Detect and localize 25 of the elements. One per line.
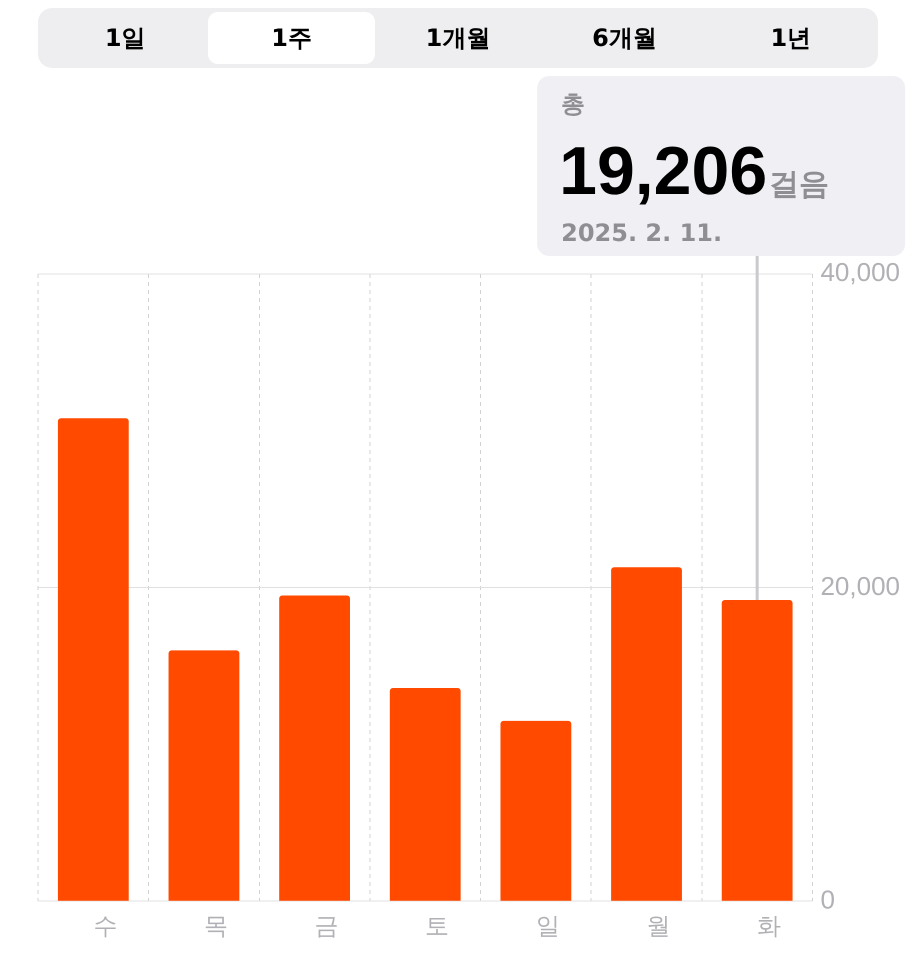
y-tick-label: 0 bbox=[820, 884, 835, 914]
text: 1주 bbox=[208, 12, 375, 64]
y-tick-label: 20,000 bbox=[820, 570, 900, 601]
text: 1개월 bbox=[424, 23, 492, 54]
bar bbox=[611, 567, 682, 901]
text: 1년 bbox=[769, 23, 812, 54]
text: 2025. 2. 11. bbox=[561, 219, 722, 247]
bar bbox=[722, 600, 793, 901]
x-tick-label: 토 bbox=[425, 912, 450, 940]
x-tick-label: 화 bbox=[757, 912, 782, 940]
text: 6개월 bbox=[591, 23, 658, 54]
y-tick-label: 40,000 bbox=[820, 257, 900, 288]
x-tick-label: 월 bbox=[646, 912, 671, 940]
bar bbox=[500, 720, 572, 901]
text: 1일 bbox=[104, 23, 147, 54]
x-tick-label: 금 bbox=[314, 912, 339, 940]
bar bbox=[390, 688, 461, 901]
bar bbox=[279, 595, 350, 901]
text: 19,206걸음 bbox=[559, 133, 830, 209]
bar bbox=[58, 418, 129, 901]
x-tick-label: 목 bbox=[204, 912, 228, 940]
x-tick-label: 수 bbox=[93, 912, 118, 940]
x-tick-label: 일 bbox=[536, 912, 560, 940]
text: 총 bbox=[561, 90, 586, 118]
bar bbox=[168, 650, 240, 901]
